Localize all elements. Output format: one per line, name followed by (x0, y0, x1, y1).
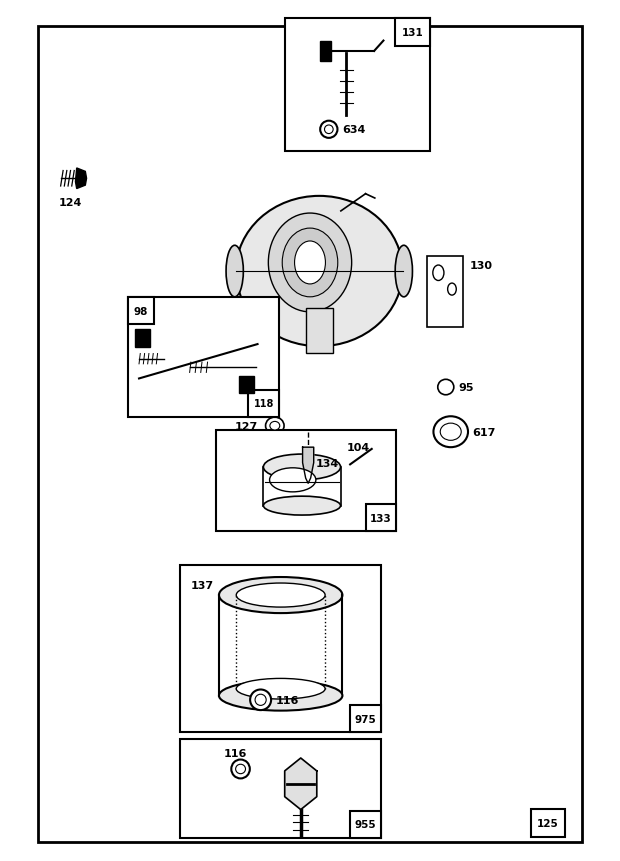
Bar (239, 376, 254, 393)
Text: 127: 127 (235, 421, 258, 431)
Polygon shape (303, 448, 314, 484)
Text: 975: 975 (355, 714, 376, 724)
Ellipse shape (255, 695, 266, 705)
Ellipse shape (268, 214, 352, 313)
Text: 98: 98 (134, 307, 148, 316)
Ellipse shape (294, 242, 326, 285)
Ellipse shape (270, 422, 280, 430)
Ellipse shape (236, 584, 325, 607)
Ellipse shape (226, 246, 243, 297)
Text: 104: 104 (347, 443, 370, 453)
Text: 134: 134 (316, 458, 339, 468)
Ellipse shape (440, 424, 461, 441)
Bar (38, 28, 582, 842)
Ellipse shape (250, 690, 271, 710)
Ellipse shape (433, 417, 468, 448)
Bar (285, 19, 430, 152)
Ellipse shape (236, 765, 246, 774)
Ellipse shape (265, 418, 284, 435)
Bar (350, 705, 381, 733)
Ellipse shape (270, 468, 316, 492)
Bar (320, 41, 331, 62)
Ellipse shape (236, 196, 402, 347)
Bar (248, 390, 279, 418)
Bar (306, 308, 333, 353)
Bar (366, 505, 396, 532)
Bar (128, 297, 279, 418)
Polygon shape (76, 169, 87, 189)
Text: 617: 617 (472, 427, 496, 437)
Ellipse shape (264, 497, 340, 516)
Bar (180, 740, 381, 838)
Bar (180, 565, 381, 733)
Text: 137: 137 (190, 580, 213, 591)
Bar (216, 430, 396, 532)
Ellipse shape (438, 380, 454, 395)
Bar (128, 297, 154, 325)
Ellipse shape (264, 455, 340, 480)
Text: eReplacementParts.com: eReplacementParts.com (234, 456, 386, 469)
Ellipse shape (219, 681, 342, 711)
Ellipse shape (282, 229, 338, 297)
Ellipse shape (236, 678, 325, 699)
Bar (531, 809, 565, 837)
Ellipse shape (219, 578, 342, 613)
Text: 116: 116 (223, 748, 247, 759)
Text: 133: 133 (370, 513, 392, 523)
Polygon shape (285, 759, 317, 809)
Text: 124: 124 (58, 198, 82, 208)
Ellipse shape (395, 246, 412, 297)
Text: 634: 634 (342, 125, 366, 135)
Text: 118: 118 (254, 399, 274, 409)
Circle shape (433, 266, 444, 282)
Bar (427, 257, 463, 327)
Ellipse shape (320, 121, 337, 139)
Bar (350, 811, 381, 838)
Ellipse shape (324, 126, 333, 134)
Bar (394, 19, 430, 46)
Circle shape (448, 284, 456, 296)
Text: 130: 130 (469, 261, 492, 270)
Text: 95: 95 (458, 382, 474, 393)
Ellipse shape (231, 759, 250, 778)
Bar (135, 330, 150, 347)
Text: 955: 955 (355, 820, 376, 829)
Text: 125: 125 (537, 818, 559, 828)
Text: 131: 131 (402, 28, 423, 38)
Text: 116: 116 (276, 695, 299, 705)
